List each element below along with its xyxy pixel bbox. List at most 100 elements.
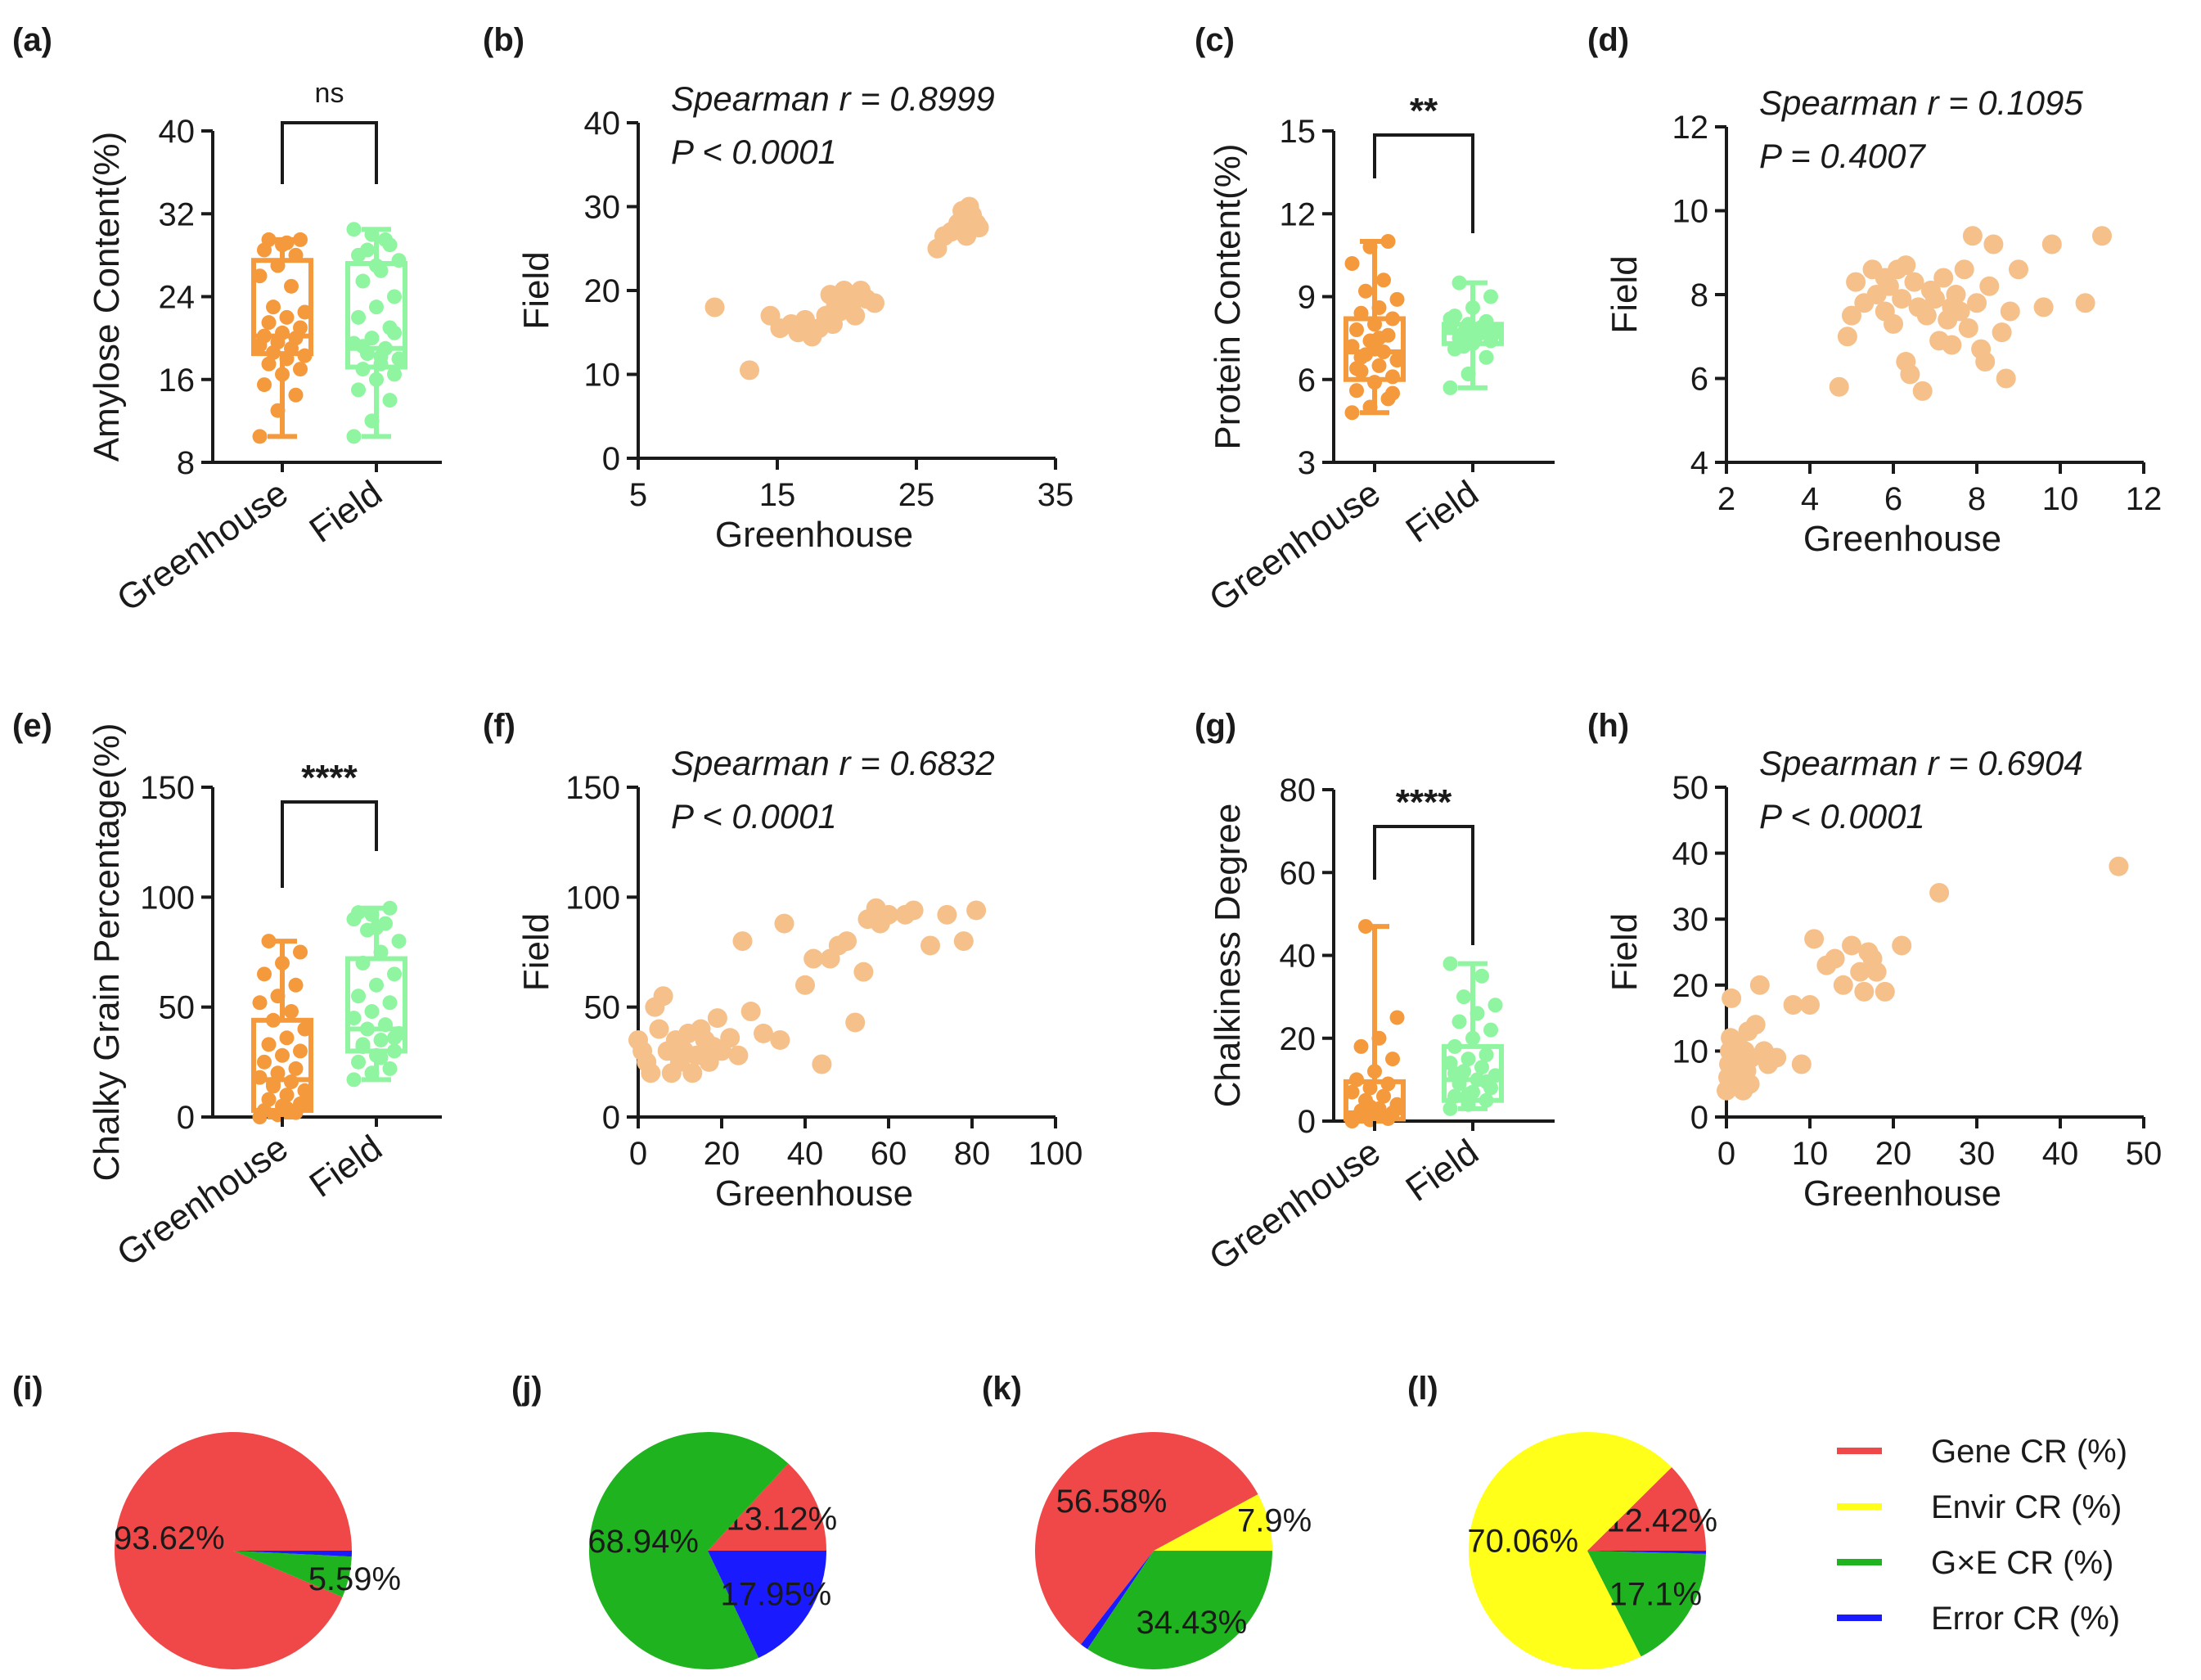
data-point: [1344, 405, 1360, 421]
data-point: [297, 348, 313, 363]
data-point: [382, 900, 398, 916]
data-point: [351, 989, 366, 1004]
data-point: [293, 232, 308, 247]
data-point: [279, 1101, 295, 1116]
panel-h: (h) 0 10 20 30 40 50 0 10 20 30 40 50 Greenhouse Field…: [1587, 708, 2162, 1214]
data-point: [1367, 1064, 1382, 1079]
panel-k: (k) 7.9% 56.58% 34.43%: [982, 1371, 1312, 1670]
data-point: [1362, 239, 1378, 254]
data-point: [953, 931, 974, 952]
data-point: [649, 1019, 669, 1039]
data-point: [682, 1063, 703, 1083]
data-point: [1488, 998, 1503, 1013]
pie-legend: Gene CR (%) Envir CR (%) G×E CR (%) Error C…: [1837, 1434, 2127, 1637]
data-point: [1800, 994, 1820, 1015]
x-tick-label: 30: [1959, 1136, 1996, 1172]
y-tick-label: 20: [1672, 968, 1709, 1004]
x-tick-label: 6: [1884, 481, 1902, 517]
data-point: [369, 258, 384, 273]
y-axis-label: Chalkiness Degree: [1208, 804, 1248, 1108]
data-point: [1362, 399, 1378, 415]
panel-label: (e): [12, 708, 52, 744]
data-point: [261, 232, 277, 247]
data-point: [1829, 376, 1849, 397]
y-tick-label: 50: [159, 990, 196, 1026]
data-point: [1925, 289, 1945, 309]
data-point: [720, 1028, 740, 1048]
data-point: [364, 1065, 380, 1081]
spearman-annotation: Spearman r = 0.6832: [671, 744, 995, 782]
data-point: [1979, 276, 2000, 296]
y-tick-label: 80: [1280, 772, 1317, 808]
data-point: [1367, 317, 1382, 332]
data-point: [1461, 1052, 1476, 1067]
data-point: [1353, 305, 1369, 321]
data-point: [1722, 988, 1742, 1008]
data-point: [275, 325, 290, 340]
data-point: [369, 977, 384, 993]
panel-label: (i): [12, 1371, 43, 1407]
y-tick-label: 100: [140, 880, 195, 916]
pie-slice-label: 93.62%: [114, 1520, 225, 1556]
data-point: [360, 1021, 375, 1037]
data-point: [257, 966, 272, 982]
legend-swatch: [1837, 1615, 1882, 1621]
y-axis-label: Field: [516, 251, 556, 329]
y-tick-label: 0: [1690, 1100, 1708, 1136]
data-point: [373, 349, 389, 364]
y-tick-label: 15: [1280, 114, 1317, 150]
data-point: [1479, 349, 1494, 365]
data-point: [1904, 272, 1924, 292]
data-point: [1358, 919, 1373, 935]
data-point: [1892, 935, 1912, 956]
data-point: [293, 362, 308, 377]
spearman-annotation: Spearman r = 0.1095: [1759, 83, 2083, 122]
x-tick-label: Field: [1399, 473, 1486, 551]
data-point: [387, 1030, 402, 1046]
data-point: [812, 1054, 832, 1074]
y-tick-label: 50: [584, 990, 621, 1026]
data-point: [1842, 305, 1861, 326]
data-point: [1371, 1030, 1387, 1046]
data-point: [845, 305, 866, 326]
data-point: [387, 325, 402, 340]
data-point: [1443, 311, 1458, 327]
data-point: [2041, 234, 2062, 254]
x-axis-label: Greenhouse: [1803, 519, 2001, 559]
data-point: [297, 1021, 313, 1037]
data-point: [252, 429, 268, 444]
pie-slice-label: 34.43%: [1136, 1605, 1247, 1641]
panel-f: (f) 0 50 100 150 0 20 40 60 80 100 Greenhouse Field S…: [483, 708, 1082, 1214]
pie-slice-label: 7.9%: [1237, 1503, 1312, 1539]
data-point: [275, 1047, 290, 1063]
legend-swatch: [1837, 1503, 1882, 1510]
significance-bracket: [281, 800, 378, 888]
data-point: [704, 297, 725, 318]
data-point: [293, 1043, 308, 1059]
panel-a: (a) 8 16 24 32 40 Amylose Content(%) Greenhouse…: [12, 22, 442, 619]
x-tick-label: Field: [303, 1128, 389, 1205]
data-point: [270, 258, 286, 273]
data-point: [732, 931, 753, 952]
data-point: [707, 1008, 727, 1029]
data-point: [848, 285, 868, 305]
data-point: [1353, 1038, 1369, 1054]
data-point: [346, 429, 362, 444]
data-point: [1362, 1099, 1378, 1115]
pie-slice: [1587, 1551, 1706, 1657]
data-point: [391, 934, 407, 949]
panel-label: (c): [1195, 22, 1235, 58]
data-point: [275, 955, 290, 971]
data-point: [653, 986, 673, 1007]
data-point: [391, 351, 407, 367]
x-tick-label: 2: [1717, 481, 1735, 517]
data-point: [270, 403, 286, 418]
y-tick-label: 40: [1280, 939, 1317, 975]
data-point: [1380, 1076, 1396, 1092]
y-axis-label: Protein Content(%): [1208, 143, 1248, 449]
data-point: [382, 393, 398, 408]
data-point: [1954, 259, 1974, 280]
y-tick-label: 10: [1672, 1034, 1709, 1070]
legend-swatch: [1837, 1448, 1882, 1454]
